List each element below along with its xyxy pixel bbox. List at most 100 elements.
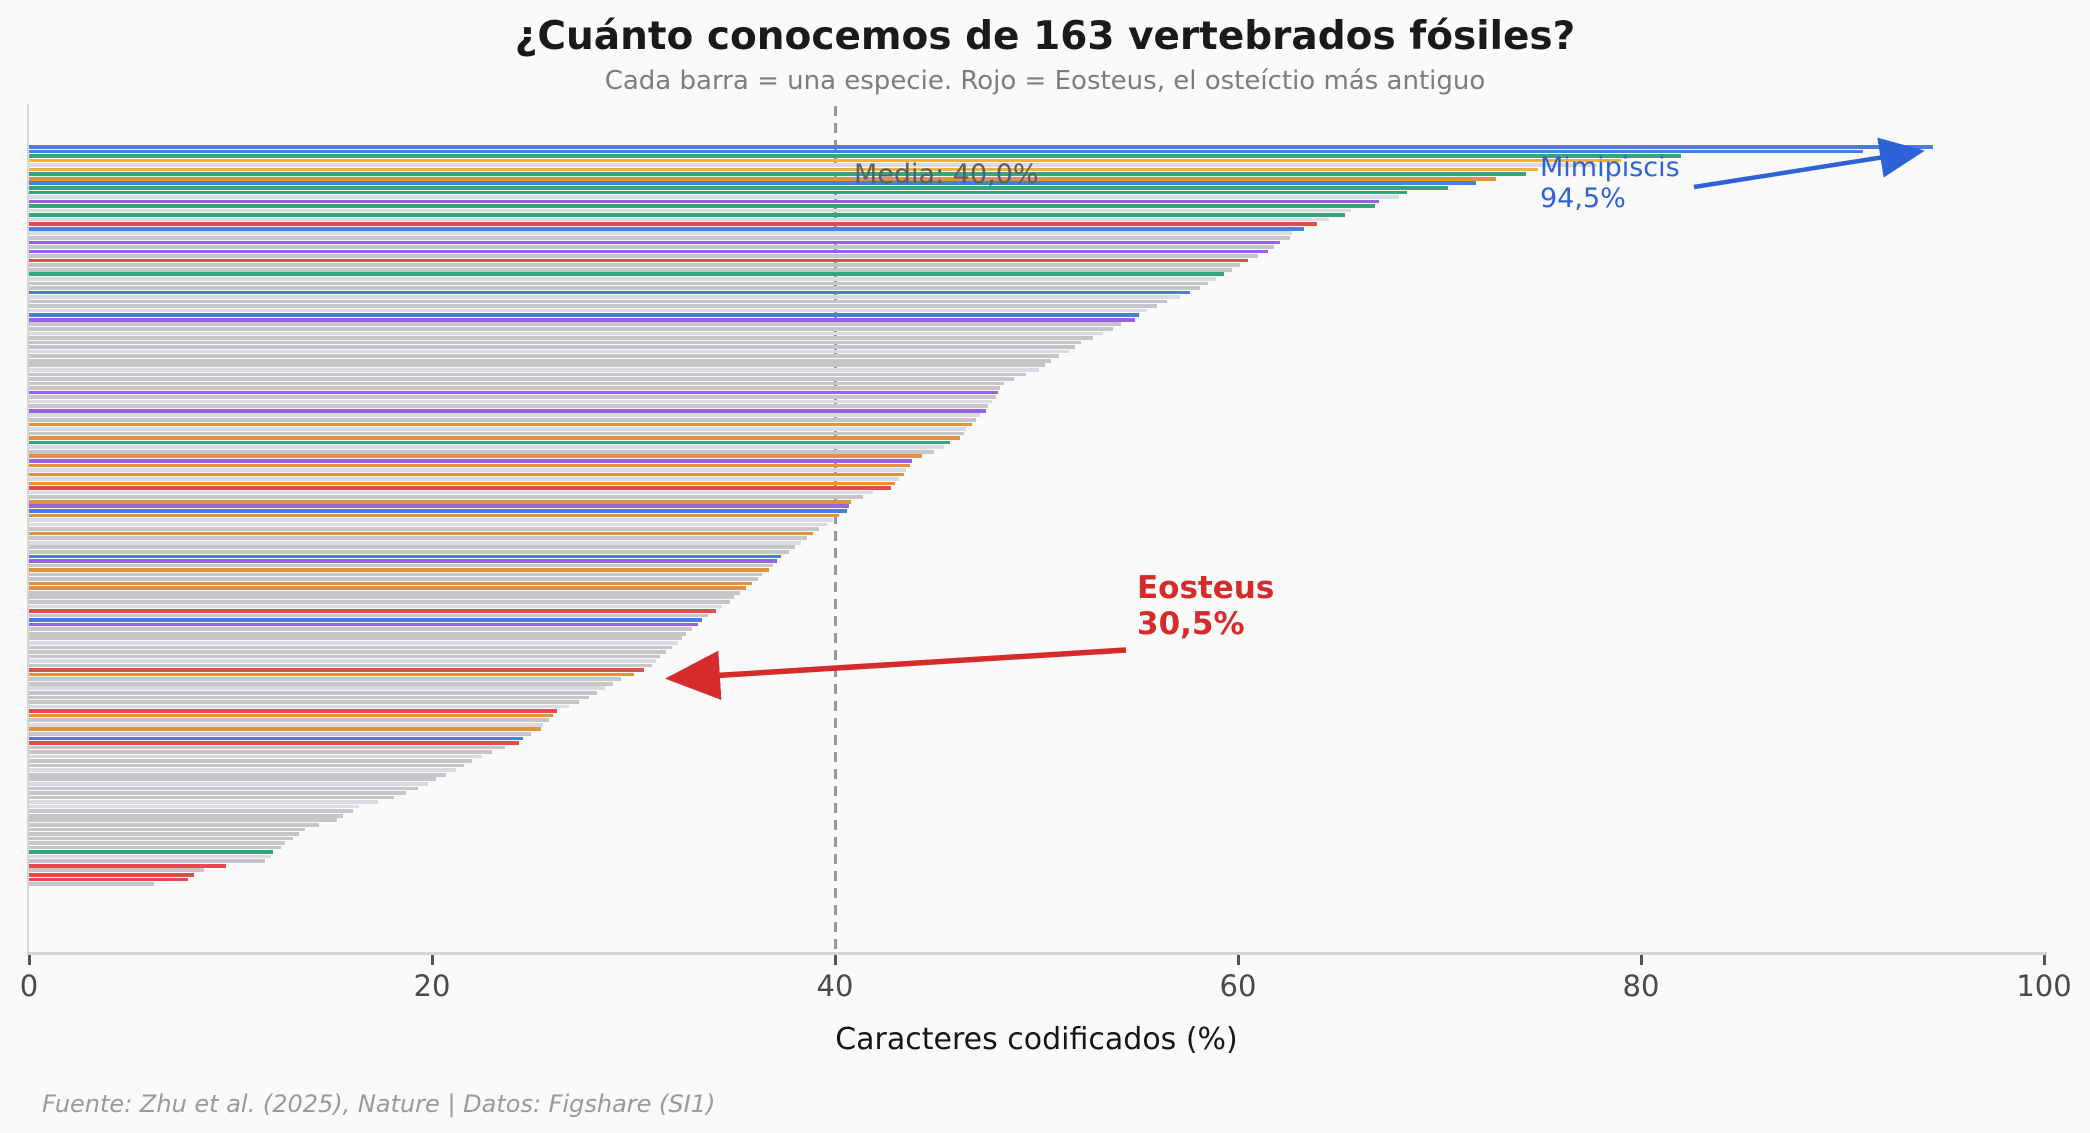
bar <box>29 595 735 600</box>
mean-dashed-line <box>834 106 837 953</box>
bar <box>29 449 934 454</box>
bar-mimipiscis <box>29 145 1934 149</box>
bar <box>29 609 717 613</box>
bar <box>29 213 1345 217</box>
bar <box>29 604 723 609</box>
bar <box>29 495 864 500</box>
bar <box>29 545 795 550</box>
bar <box>29 349 1069 354</box>
bar <box>29 518 833 522</box>
bar <box>29 390 999 395</box>
bar <box>29 336 1093 340</box>
bar <box>29 663 652 668</box>
bar <box>29 418 977 422</box>
bar <box>29 868 205 873</box>
bar <box>29 185 1448 190</box>
bar <box>29 645 672 650</box>
bar <box>29 727 541 732</box>
bar <box>29 327 1114 331</box>
bar <box>29 691 598 695</box>
bar <box>29 499 852 504</box>
bar <box>29 590 741 595</box>
x-tick-label: 100 <box>2016 969 2072 1003</box>
bar <box>29 768 457 773</box>
bar <box>29 481 896 486</box>
bar <box>29 395 997 399</box>
x-tick <box>1639 955 1643 965</box>
bar <box>29 763 465 768</box>
bar <box>29 340 1081 345</box>
mimipiscis-annotation: Mimipiscis 94,5% <box>1540 152 1680 214</box>
bar <box>29 809 354 813</box>
bar <box>29 427 966 431</box>
x-tick-label: 40 <box>816 969 854 1003</box>
bar <box>29 245 1275 249</box>
bar <box>29 308 1148 313</box>
bar <box>29 372 1027 377</box>
bar <box>29 167 1539 172</box>
bar <box>29 463 910 468</box>
bar <box>29 322 1122 327</box>
bar <box>29 254 1259 258</box>
bar <box>29 863 227 868</box>
chart-subtitle: Cada barra = una especie. Rojo = Eosteus… <box>604 66 1486 96</box>
bar <box>29 190 1408 195</box>
bar <box>29 222 1317 227</box>
bar <box>29 627 692 631</box>
bar <box>29 331 1103 336</box>
bar <box>29 832 299 836</box>
source-footer: Fuente: Zhu et al. (2025), Nature | Dato… <box>42 1090 716 1118</box>
bar <box>29 304 1158 308</box>
bar <box>29 440 950 445</box>
bar <box>29 272 1224 277</box>
bar <box>29 381 1005 386</box>
bar <box>29 436 960 440</box>
bar <box>29 554 781 559</box>
bar <box>29 700 580 704</box>
bar <box>29 754 483 759</box>
bar <box>29 791 406 795</box>
bar <box>29 563 773 568</box>
bar <box>29 363 1045 368</box>
bar <box>29 522 827 527</box>
bar <box>29 804 360 809</box>
bar <box>29 472 904 477</box>
bar <box>29 313 1140 318</box>
x-tick-label: 20 <box>413 969 451 1003</box>
bar <box>29 404 989 409</box>
bar <box>29 572 763 577</box>
bar <box>29 290 1190 295</box>
bar <box>29 772 447 777</box>
bar <box>29 654 660 659</box>
bar <box>29 172 1527 176</box>
eosteus-name: Eosteus <box>1137 570 1275 606</box>
bar <box>29 540 801 545</box>
bar <box>29 231 1293 236</box>
bar <box>29 859 265 864</box>
bar <box>29 613 709 618</box>
bar <box>29 263 1240 267</box>
x-tick-label: 80 <box>1622 969 1660 1003</box>
bar <box>29 295 1180 299</box>
bar <box>29 208 1351 213</box>
bar <box>29 704 570 709</box>
bar <box>29 681 614 686</box>
bar <box>29 877 189 882</box>
bar <box>29 659 656 663</box>
bar <box>29 631 686 636</box>
bar <box>29 249 1269 254</box>
bar <box>29 408 987 413</box>
bar <box>29 568 769 572</box>
bar <box>29 577 759 581</box>
bar <box>29 413 981 418</box>
bar <box>29 509 848 513</box>
bar-eosteus <box>29 668 644 672</box>
bar <box>29 258 1249 263</box>
x-tick <box>1236 955 1240 965</box>
bar <box>29 818 338 823</box>
bar <box>29 158 1621 163</box>
bar <box>29 531 813 536</box>
bar <box>29 486 892 490</box>
bar <box>29 367 1039 372</box>
